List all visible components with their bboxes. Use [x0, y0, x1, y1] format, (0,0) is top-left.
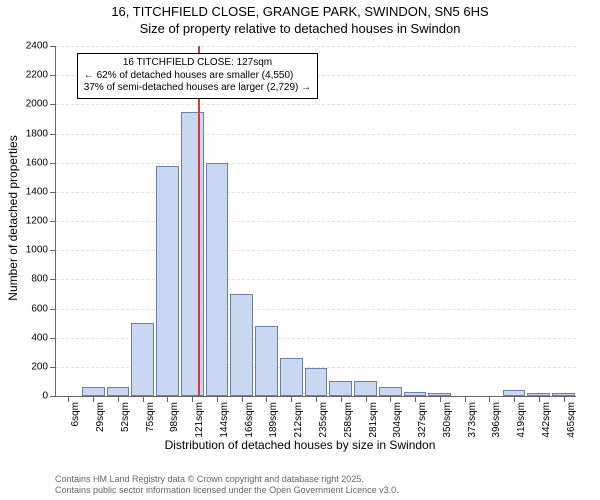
x-tick-label: 235sqm [318, 402, 329, 438]
x-tick-label: 419sqm [516, 402, 527, 438]
annotation-line-2: ← 62% of detached houses are smaller (4,… [84, 70, 311, 83]
x-tick [316, 396, 317, 402]
histogram-bar [206, 163, 229, 396]
gridline [56, 134, 576, 135]
y-tick-label: 2400 [26, 41, 56, 52]
x-tick-label: 189sqm [268, 402, 279, 438]
x-tick [465, 396, 466, 402]
histogram-bar [354, 381, 377, 396]
chart-container: Number of detached properties 0200400600… [0, 38, 600, 458]
y-tick-label: 1800 [26, 128, 56, 139]
x-tick-label: 373sqm [467, 402, 478, 438]
y-tick-label: 1600 [26, 157, 56, 168]
x-tick-label: 281sqm [368, 402, 379, 438]
title-line-1: 16, TITCHFIELD CLOSE, GRANGE PARK, SWIND… [0, 4, 600, 21]
x-tick [440, 396, 441, 402]
marker-line [198, 46, 200, 396]
y-tick-label: 1200 [26, 216, 56, 227]
x-tick [118, 396, 119, 402]
x-tick [93, 396, 94, 402]
gridline [56, 250, 576, 251]
x-tick [366, 396, 367, 402]
x-tick [539, 396, 540, 402]
y-tick-label: 800 [31, 274, 56, 285]
x-tick [217, 396, 218, 402]
gridline [56, 46, 576, 47]
y-tick-label: 2200 [26, 70, 56, 81]
histogram-bar [82, 387, 105, 396]
footnote-line-2: Contains public sector information licen… [55, 485, 399, 496]
histogram-bar [255, 326, 278, 396]
footnote-line-1: Contains HM Land Registry data © Crown c… [55, 474, 399, 485]
gridline [56, 279, 576, 280]
x-tick-label: 98sqm [169, 402, 180, 432]
x-tick-label: 258sqm [343, 402, 354, 438]
histogram-bar [305, 368, 328, 396]
x-tick [143, 396, 144, 402]
annotation-box: 16 TITCHFIELD CLOSE: 127sqm ← 62% of det… [77, 53, 318, 99]
x-tick-label: 396sqm [491, 402, 502, 438]
x-tick-label: 75sqm [145, 402, 156, 432]
x-tick [242, 396, 243, 402]
x-tick-label: 6sqm [70, 402, 81, 426]
annotation-line-3: 37% of semi-detached houses are larger (… [84, 82, 311, 95]
x-tick-label: 121sqm [194, 402, 205, 438]
x-tick-label: 304sqm [392, 402, 403, 438]
y-tick-label: 200 [31, 361, 56, 372]
x-tick [564, 396, 565, 402]
gridline [56, 192, 576, 193]
x-tick-label: 327sqm [417, 402, 428, 438]
x-tick [514, 396, 515, 402]
x-axis-label: Distribution of detached houses by size … [0, 438, 600, 452]
histogram-bar [107, 387, 130, 396]
y-tick-label: 400 [31, 332, 56, 343]
histogram-bar [379, 387, 402, 396]
x-tick [341, 396, 342, 402]
title-line-2: Size of property relative to detached ho… [0, 21, 600, 38]
histogram-bar [329, 381, 352, 396]
gridline [56, 104, 576, 105]
histogram-bar [131, 323, 154, 396]
y-tick-label: 1400 [26, 186, 56, 197]
x-tick-label: 442sqm [541, 402, 552, 438]
y-tick-label: 2000 [26, 99, 56, 110]
plot-area: 0200400600800100012001400160018002000220… [55, 46, 576, 397]
histogram-bar [156, 166, 179, 396]
x-tick-label: 465sqm [566, 402, 577, 438]
y-tick-label: 600 [31, 303, 56, 314]
gridline [56, 221, 576, 222]
histogram-bar [280, 358, 303, 396]
y-tick-label: 0 [42, 391, 56, 402]
x-tick-label: 144sqm [219, 402, 230, 438]
x-tick-label: 350sqm [442, 402, 453, 438]
x-tick-label: 212sqm [293, 402, 304, 438]
chart-title: 16, TITCHFIELD CLOSE, GRANGE PARK, SWIND… [0, 0, 600, 38]
gridline [56, 309, 576, 310]
histogram-bar [230, 294, 253, 396]
y-axis-label: Number of detached properties [6, 135, 20, 300]
x-tick-label: 29sqm [95, 402, 106, 432]
x-tick-label: 166sqm [244, 402, 255, 438]
y-tick-label: 1000 [26, 245, 56, 256]
x-tick [415, 396, 416, 402]
footnote: Contains HM Land Registry data © Crown c… [55, 474, 399, 497]
x-tick-label: 52sqm [120, 402, 131, 432]
gridline [56, 163, 576, 164]
annotation-line-1: 16 TITCHFIELD CLOSE: 127sqm [84, 57, 311, 70]
